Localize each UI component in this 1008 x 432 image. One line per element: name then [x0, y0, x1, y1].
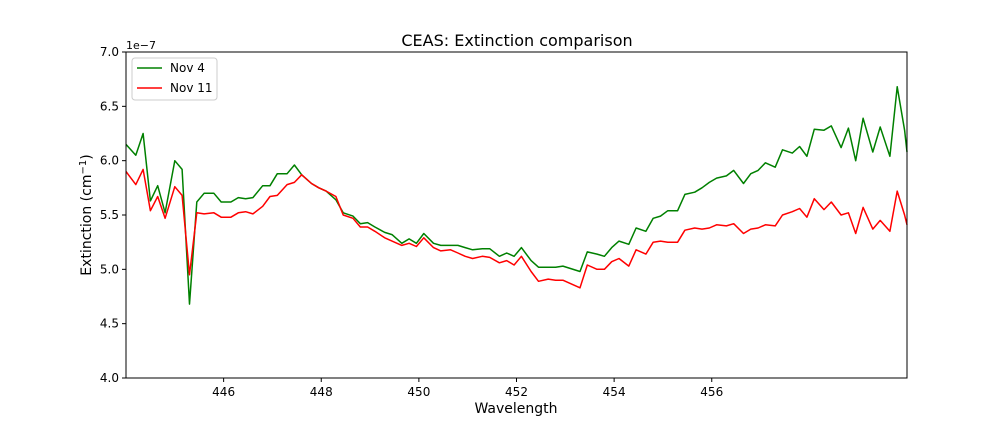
y-tick-label: 6.5 — [100, 99, 119, 113]
y-axis-label: Extinction (cm−1) — [78, 154, 96, 275]
y-axis-ticks: 4.0 4.5 5.0 5.5 6.0 6.5 7.0 — [100, 45, 126, 385]
y-tick-label: 6.0 — [100, 154, 119, 168]
x-axis-label: Wavelength — [474, 401, 557, 417]
x-tick-label: 450 — [407, 385, 430, 399]
x-tick-label: 456 — [700, 385, 723, 399]
x-tick-label: 448 — [310, 385, 333, 399]
y-tick-label: 4.0 — [100, 371, 119, 385]
x-axis-ticks: 446 448 450 452 454 456 — [212, 378, 723, 399]
y-axis-label-main: Extinction (cm — [79, 175, 95, 276]
series-line-nov-4 — [125, 86, 908, 305]
legend-label-nov-11: Nov 11 — [170, 81, 213, 95]
y-axis-label-superscript: −1 — [78, 160, 89, 175]
chart-title: CEAS: Extinction comparison — [401, 31, 632, 50]
y-tick-label: 7.0 — [100, 45, 119, 59]
y-tick-label: 5.5 — [100, 208, 119, 222]
legend: Nov 4 Nov 11 — [131, 57, 218, 101]
x-tick-label: 454 — [603, 385, 626, 399]
y-tick-label: 4.5 — [100, 317, 119, 331]
x-tick-label: 452 — [505, 385, 528, 399]
y-tick-label: 5.0 — [100, 262, 119, 276]
series-line-nov-11 — [125, 168, 908, 289]
legend-label-nov-4: Nov 4 — [170, 61, 205, 75]
y-offset-label: 1e−7 — [126, 39, 156, 52]
y-axis-label-close: ) — [79, 154, 95, 159]
x-tick-label: 446 — [212, 385, 235, 399]
plot-lines — [125, 86, 908, 305]
